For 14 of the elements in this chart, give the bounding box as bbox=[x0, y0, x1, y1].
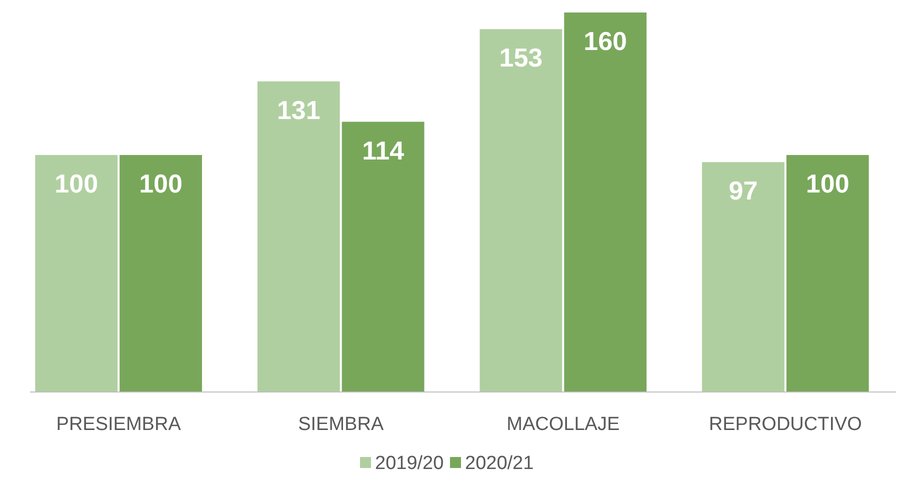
x-tick-label: SIEMBRA bbox=[298, 414, 384, 435]
x-tick-label: MACOLLAJE bbox=[506, 414, 620, 435]
data-label: 160 bbox=[584, 26, 628, 56]
data-label: 100 bbox=[54, 168, 98, 198]
data-label: 131 bbox=[276, 94, 320, 125]
legend-label: 2020/21 bbox=[465, 453, 534, 474]
data-label: 100 bbox=[139, 168, 182, 198]
data-label: 153 bbox=[499, 42, 543, 73]
data-label: 100 bbox=[806, 168, 850, 198]
data-label: 97 bbox=[728, 176, 758, 206]
legend-label: 2019/20 bbox=[375, 453, 444, 474]
x-tick-label: REPRODUCTIVO bbox=[708, 414, 862, 435]
data-label: 114 bbox=[362, 135, 405, 166]
x-tick-label: PRESIEMBRA bbox=[56, 414, 182, 435]
